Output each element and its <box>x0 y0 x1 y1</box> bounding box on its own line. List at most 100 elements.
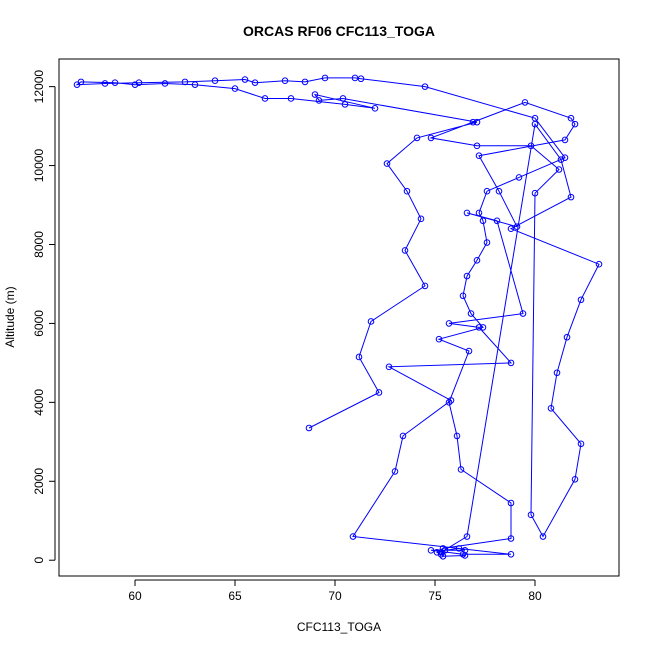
data-point <box>519 310 527 317</box>
data-point <box>461 552 469 559</box>
data-point <box>453 432 461 440</box>
data-point <box>281 77 289 85</box>
data-point <box>555 166 563 173</box>
data-point <box>339 95 347 102</box>
data-point <box>371 105 379 112</box>
data-point <box>561 136 569 144</box>
data-point <box>571 476 579 483</box>
x-axis-label: CFC113_TOGA <box>297 620 381 634</box>
data-point <box>391 468 399 475</box>
data-point <box>527 142 535 150</box>
data-point <box>507 225 515 233</box>
y-axis-label: Altitude (m) <box>3 286 17 347</box>
data-point <box>413 134 421 142</box>
y-tick-label: 4000 <box>32 389 46 416</box>
x-tick-label: 70 <box>328 589 342 603</box>
data-point <box>73 81 81 88</box>
data-point <box>427 547 435 554</box>
data-point <box>561 154 569 161</box>
data-point <box>399 432 407 440</box>
series-points <box>73 74 603 560</box>
data-point <box>311 91 319 98</box>
data-point <box>577 296 585 304</box>
data-point <box>469 118 477 126</box>
data-point <box>437 550 445 558</box>
data-point <box>571 120 579 128</box>
data-point <box>463 209 471 217</box>
data-point <box>595 260 603 268</box>
data-point <box>515 174 523 181</box>
data-point <box>417 215 425 223</box>
x-tick-label: 75 <box>428 589 442 603</box>
data-point <box>507 499 515 507</box>
data-point <box>547 404 555 412</box>
data-point <box>251 79 259 86</box>
data-point <box>445 399 453 406</box>
data-point <box>495 187 503 195</box>
data-point <box>553 369 561 377</box>
data-point <box>437 549 445 556</box>
data-point <box>563 333 571 341</box>
data-point <box>527 511 535 519</box>
x-axis: 60 65 70 75 80 <box>128 579 542 603</box>
data-point <box>483 187 491 195</box>
y-tick-label: 6000 <box>32 310 46 337</box>
data-point <box>475 324 483 331</box>
data-point <box>479 324 487 331</box>
data-point <box>301 78 309 86</box>
data-point <box>241 76 249 83</box>
y-tick-label: 10000 <box>32 149 46 183</box>
y-tick-label: 8000 <box>32 231 46 258</box>
data-point <box>463 533 471 540</box>
data-point <box>383 160 391 167</box>
data-point <box>357 75 365 83</box>
data-point <box>567 193 575 201</box>
data-point <box>181 78 189 86</box>
data-point <box>403 187 411 195</box>
data-point <box>441 547 449 554</box>
data-point <box>463 272 471 280</box>
data-point <box>131 81 139 88</box>
data-point <box>421 282 429 290</box>
data-point <box>315 97 323 104</box>
chart-title: ORCAS RF06 CFC113_TOGA <box>243 23 435 39</box>
data-point <box>577 440 585 448</box>
data-point <box>445 320 453 327</box>
data-point <box>341 101 349 108</box>
data-point <box>101 80 109 87</box>
data-point <box>459 292 467 300</box>
data-point <box>231 85 239 92</box>
data-point <box>135 79 143 86</box>
data-point <box>457 466 465 473</box>
data-point <box>507 550 515 558</box>
data-point <box>385 363 393 371</box>
data-point <box>401 247 409 254</box>
data-point <box>355 353 363 361</box>
data-point <box>435 335 443 343</box>
data-point <box>191 81 199 88</box>
data-point <box>211 77 219 85</box>
data-point <box>321 74 329 82</box>
plot-frame <box>58 58 620 577</box>
data-point <box>557 156 565 163</box>
data-point <box>539 533 547 540</box>
data-point <box>455 545 463 552</box>
y-tick-label: 12000 <box>32 70 46 104</box>
data-point <box>439 545 447 552</box>
data-point <box>433 549 441 556</box>
data-point <box>493 217 501 225</box>
data-point <box>507 535 515 542</box>
data-point <box>111 79 119 86</box>
y-axis: 0 2000 4000 6000 8000 10000 12000 <box>32 70 56 564</box>
data-point <box>349 533 357 540</box>
data-point <box>465 347 473 355</box>
data-point <box>439 552 447 560</box>
x-tick-label: 60 <box>128 589 142 603</box>
data-point <box>473 118 481 126</box>
data-point <box>447 397 455 404</box>
y-tick-label: 0 <box>32 557 46 564</box>
data-point <box>287 95 295 102</box>
data-point <box>473 256 481 264</box>
data-point <box>567 114 575 122</box>
